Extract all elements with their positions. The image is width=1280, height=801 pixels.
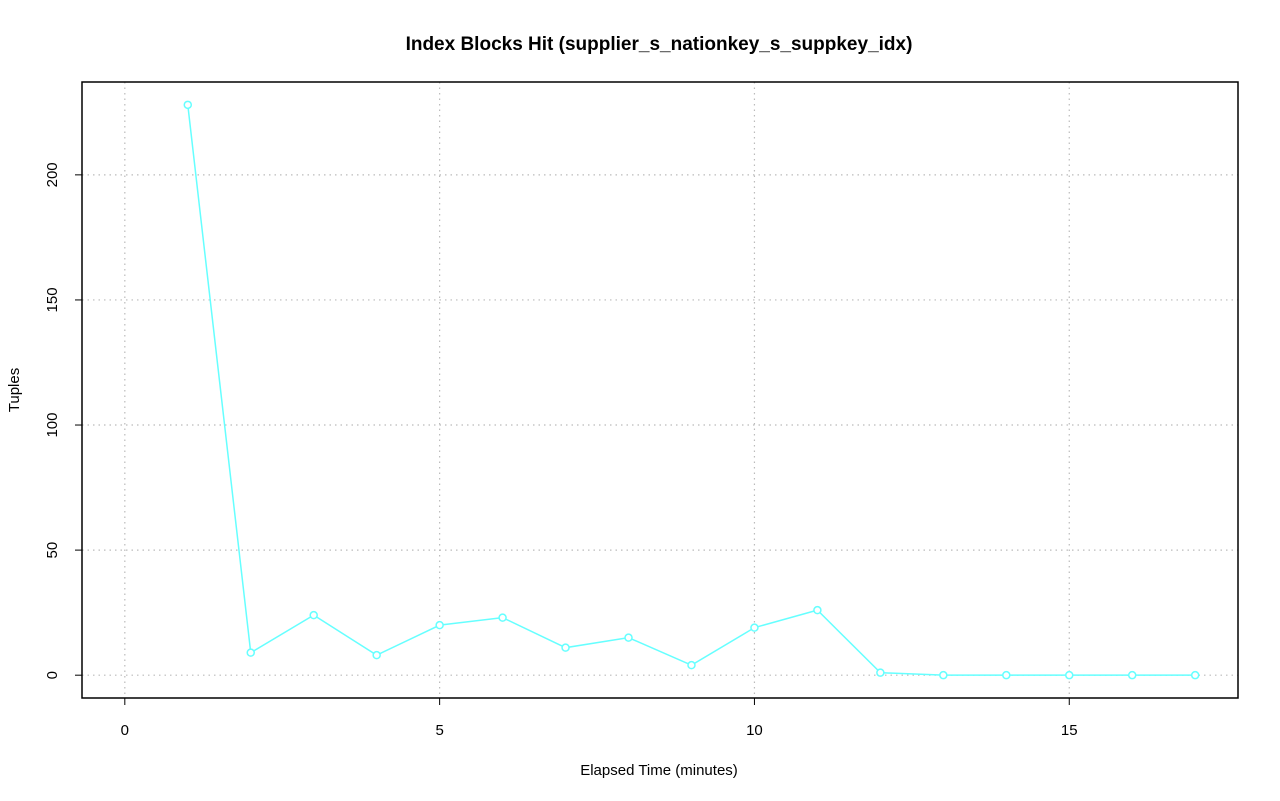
data-point bbox=[372, 650, 381, 660]
data-point bbox=[813, 605, 822, 615]
x-tick-label: 15 bbox=[1061, 722, 1078, 739]
data-point bbox=[750, 623, 759, 632]
chart-title: Index Blocks Hit (supplier_s_nationkey_s… bbox=[406, 34, 913, 55]
y-tick-label: 150 bbox=[44, 287, 61, 312]
x-tick-label: 10 bbox=[746, 722, 763, 739]
y-tick-label: 0 bbox=[44, 671, 61, 679]
data-point bbox=[246, 648, 255, 657]
data-point bbox=[498, 613, 507, 622]
y-tick-label: 200 bbox=[44, 162, 61, 187]
data-point bbox=[1002, 670, 1011, 680]
data-point bbox=[183, 100, 193, 110]
data-point bbox=[309, 610, 318, 620]
data-point bbox=[624, 633, 633, 642]
data-point bbox=[687, 660, 696, 670]
data-point bbox=[939, 670, 948, 680]
y-axis-label: Tuples bbox=[6, 368, 23, 412]
data-point bbox=[1190, 670, 1200, 680]
x-tick-label: 0 bbox=[121, 722, 129, 739]
y-tick-label: 50 bbox=[44, 542, 61, 559]
data-point bbox=[876, 668, 885, 677]
x-axis-label: Elapsed Time (minutes) bbox=[580, 762, 738, 779]
data-point bbox=[1127, 670, 1137, 680]
data-point bbox=[1065, 670, 1074, 680]
x-tick-label: 5 bbox=[435, 722, 443, 739]
data-point bbox=[561, 643, 570, 652]
plot-frame bbox=[81, 81, 1239, 699]
data-point bbox=[435, 620, 444, 630]
y-tick-label: 100 bbox=[44, 413, 61, 438]
